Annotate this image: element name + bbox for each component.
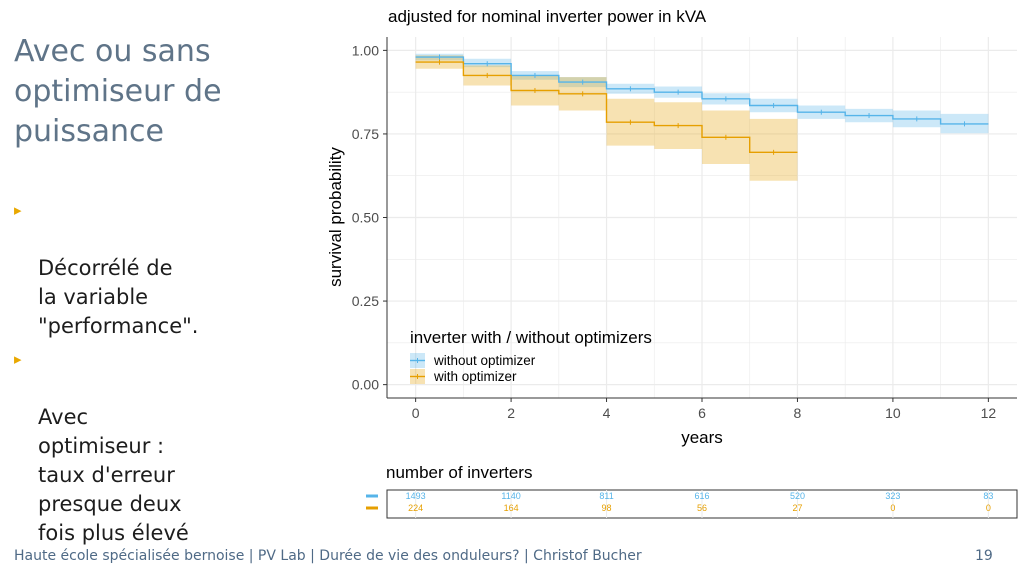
- risk-table-cell: 323: [885, 491, 900, 501]
- risk-table-cell: 1140: [501, 491, 520, 501]
- risk-table-cell: 1493: [406, 491, 426, 501]
- risk-table-cell: 0: [890, 503, 895, 513]
- risk-table-cell: 224: [408, 503, 423, 513]
- legend-label: without optimizer: [433, 353, 536, 368]
- legend: inverter with / without optimizers withou…: [410, 328, 652, 384]
- risk-table-cell: 520: [790, 491, 805, 501]
- x-tick-label: 6: [698, 405, 706, 421]
- risk-table-title: number of inverters: [386, 463, 532, 482]
- bullet-list: ▸ Décorrélé de la variable "performance"…: [14, 196, 274, 552]
- risk-table-cell: 98: [602, 503, 612, 513]
- slide-title: Avec ou sans optimiseur de puissance: [14, 34, 222, 149]
- y-tick-label: 1.00: [352, 42, 379, 58]
- bullet-text: Avec optimiseur : taux d'erreur presque …: [38, 405, 189, 545]
- x-tick-label: 10: [885, 405, 901, 421]
- survival-line: [415, 56, 989, 125]
- y-tick-label: 0.75: [352, 126, 379, 142]
- risk-table-cell: 811: [599, 491, 613, 501]
- x-tick-label: 4: [603, 405, 611, 421]
- risk-table-cell: 56: [697, 503, 707, 513]
- y-tick-label: 0.25: [352, 293, 379, 309]
- x-axis-label: years: [681, 428, 723, 447]
- bullet-item: ▸ Décorrélé de la variable "performance"…: [14, 196, 274, 341]
- bullet-item: ▸ Avec optimiseur : taux d'erreur presqu…: [14, 345, 274, 548]
- chart-title: adjusted for nominal inverter power in k…: [388, 7, 707, 26]
- legend-label: with optimizer: [433, 369, 517, 384]
- footer-text: Haute école spécialisée bernoise | PV La…: [14, 548, 642, 564]
- bullet-arrow-icon: ▸: [14, 350, 22, 368]
- risk-table-cell: 27: [792, 503, 802, 513]
- legend-title: inverter with / without optimizers: [410, 328, 652, 347]
- y-axis-label: survival probability: [326, 147, 345, 287]
- plot-area: 0 2 4 6 8 10 12 0.00 0.25 0.50 0.75 1.00 inverter wi…: [352, 37, 1017, 421]
- x-tick-label: 8: [794, 405, 802, 421]
- risk-table-cell: 83: [983, 491, 993, 501]
- page-number: 19: [975, 548, 993, 564]
- risk-table-cell: 0: [986, 503, 991, 513]
- x-tick-label: 0: [412, 405, 420, 421]
- risk-table-cell: 164: [504, 503, 519, 513]
- risk-table: 1493 1140 811 616 520 323 83 224 164 98 56 27 0 0: [366, 489, 1018, 519]
- y-tick-label: 0.00: [352, 377, 379, 393]
- bullet-arrow-icon: ▸: [14, 201, 22, 219]
- risk-table-cell: 616: [694, 491, 709, 501]
- bullet-text: Décorrélé de la variable "performance".: [38, 256, 199, 338]
- x-tick-label: 12: [981, 405, 997, 421]
- y-tick-label: 0.50: [352, 210, 379, 226]
- x-tick-label: 2: [507, 405, 515, 421]
- survival-chart: adjusted for nominal inverter power in k…: [326, 7, 1018, 519]
